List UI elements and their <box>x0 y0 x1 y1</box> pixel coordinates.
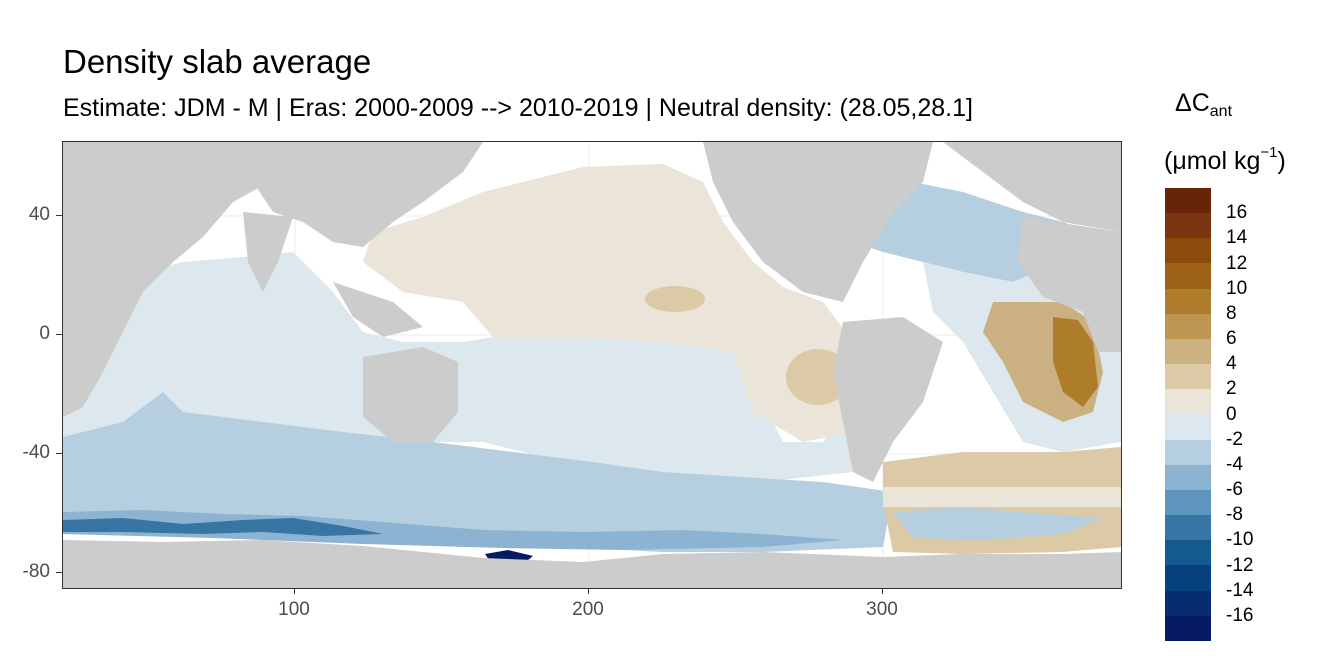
se-pacific-patch <box>786 349 850 405</box>
weddell-blue-patch <box>893 507 1103 540</box>
legend-swatch <box>1165 615 1211 641</box>
legend-swatch <box>1165 464 1211 490</box>
india-land <box>243 212 293 292</box>
europe-land <box>943 142 1121 232</box>
legend-label: 12 <box>1226 252 1248 274</box>
map-title: Density slab average <box>63 43 372 80</box>
legend-label: 8 <box>1226 302 1237 324</box>
map-subtitle: Estimate: JDM - M | Eras: 2000-2009 --> … <box>63 94 973 122</box>
x-tick-label: 100 <box>278 599 310 620</box>
legend-label: 10 <box>1226 277 1248 299</box>
legend-swatch <box>1165 590 1211 616</box>
legend-swatch <box>1165 540 1211 566</box>
legend-label: 4 <box>1226 353 1237 375</box>
legend-label: -14 <box>1226 579 1254 601</box>
y-tickmark <box>56 334 62 335</box>
legend-swatch <box>1165 515 1211 541</box>
map-svg <box>63 142 1121 588</box>
legend-label: -10 <box>1226 529 1254 551</box>
legend-swatch <box>1165 313 1211 339</box>
west-africa-land <box>1018 217 1121 352</box>
legend-label: 0 <box>1226 403 1237 425</box>
legend-unit-exp: −1 <box>1260 144 1278 161</box>
southern-ocean-band <box>63 392 893 552</box>
y-tick-label: -80 <box>22 561 50 582</box>
legend-swatch <box>1165 188 1211 214</box>
y-tickmark <box>56 572 62 573</box>
legend-swatch <box>1165 364 1211 390</box>
legend-unit-suffix: ) <box>1277 147 1286 175</box>
x-tickmark <box>882 588 883 594</box>
legend-label: -12 <box>1226 554 1254 576</box>
x-tickmark <box>588 588 589 594</box>
y-tick-label: 40 <box>28 204 50 225</box>
legend-unit-prefix: (μmol kg <box>1164 147 1261 175</box>
legend-label: -8 <box>1226 504 1243 526</box>
eastern-atlantic-hot <box>1053 317 1098 407</box>
legend-label: -4 <box>1226 453 1243 475</box>
legend-swatch <box>1165 389 1211 415</box>
legend-label: 14 <box>1226 227 1248 249</box>
weddell-light-band <box>883 487 1121 507</box>
legend-title-sub: ant <box>1209 103 1233 120</box>
antarctica-land <box>63 540 1121 588</box>
legend-swatch <box>1165 338 1211 365</box>
legend-label: -6 <box>1226 479 1243 500</box>
maritime-continent-land <box>333 282 423 337</box>
y-tickmark <box>56 215 62 216</box>
legend-swatch <box>1165 288 1211 314</box>
legend-colorbar <box>1165 188 1211 641</box>
legend-title-main: ΔC <box>1175 89 1210 117</box>
ross-sea-patch <box>63 518 383 536</box>
y-tick-label: 0 <box>39 323 50 344</box>
x-tick-label: 300 <box>866 599 898 620</box>
land-masses <box>63 142 1121 588</box>
legend-label: 2 <box>1226 378 1237 400</box>
x-tickmark <box>294 588 295 594</box>
y-tickmark <box>56 453 62 454</box>
pacific-region <box>363 164 853 442</box>
legend-swatch <box>1165 263 1211 289</box>
legend-swatch <box>1165 238 1211 264</box>
north-america-land <box>703 142 933 302</box>
x-tick-label: 200 <box>572 599 604 620</box>
legend-label: -16 <box>1226 604 1254 626</box>
asia-land <box>253 142 483 247</box>
legend-swatch <box>1165 439 1211 465</box>
legend-label: 6 <box>1226 328 1237 349</box>
legend-swatch <box>1165 414 1211 440</box>
south-america-land <box>833 317 943 482</box>
legend-title: ΔCant <box>1175 88 1232 127</box>
y-tick-label: -40 <box>22 442 50 463</box>
australia-land <box>363 347 458 442</box>
legend-swatch <box>1165 213 1211 239</box>
equatorial-pacific-patch <box>645 286 705 312</box>
legend-unit: (μmol kg−1) <box>1164 137 1286 177</box>
legend-label: 16 <box>1226 202 1248 224</box>
legend-swatch <box>1165 489 1211 516</box>
legend-swatch <box>1165 565 1211 591</box>
legend-label: -2 <box>1226 428 1243 450</box>
africa-land <box>63 142 278 417</box>
map-panel <box>62 141 1122 589</box>
